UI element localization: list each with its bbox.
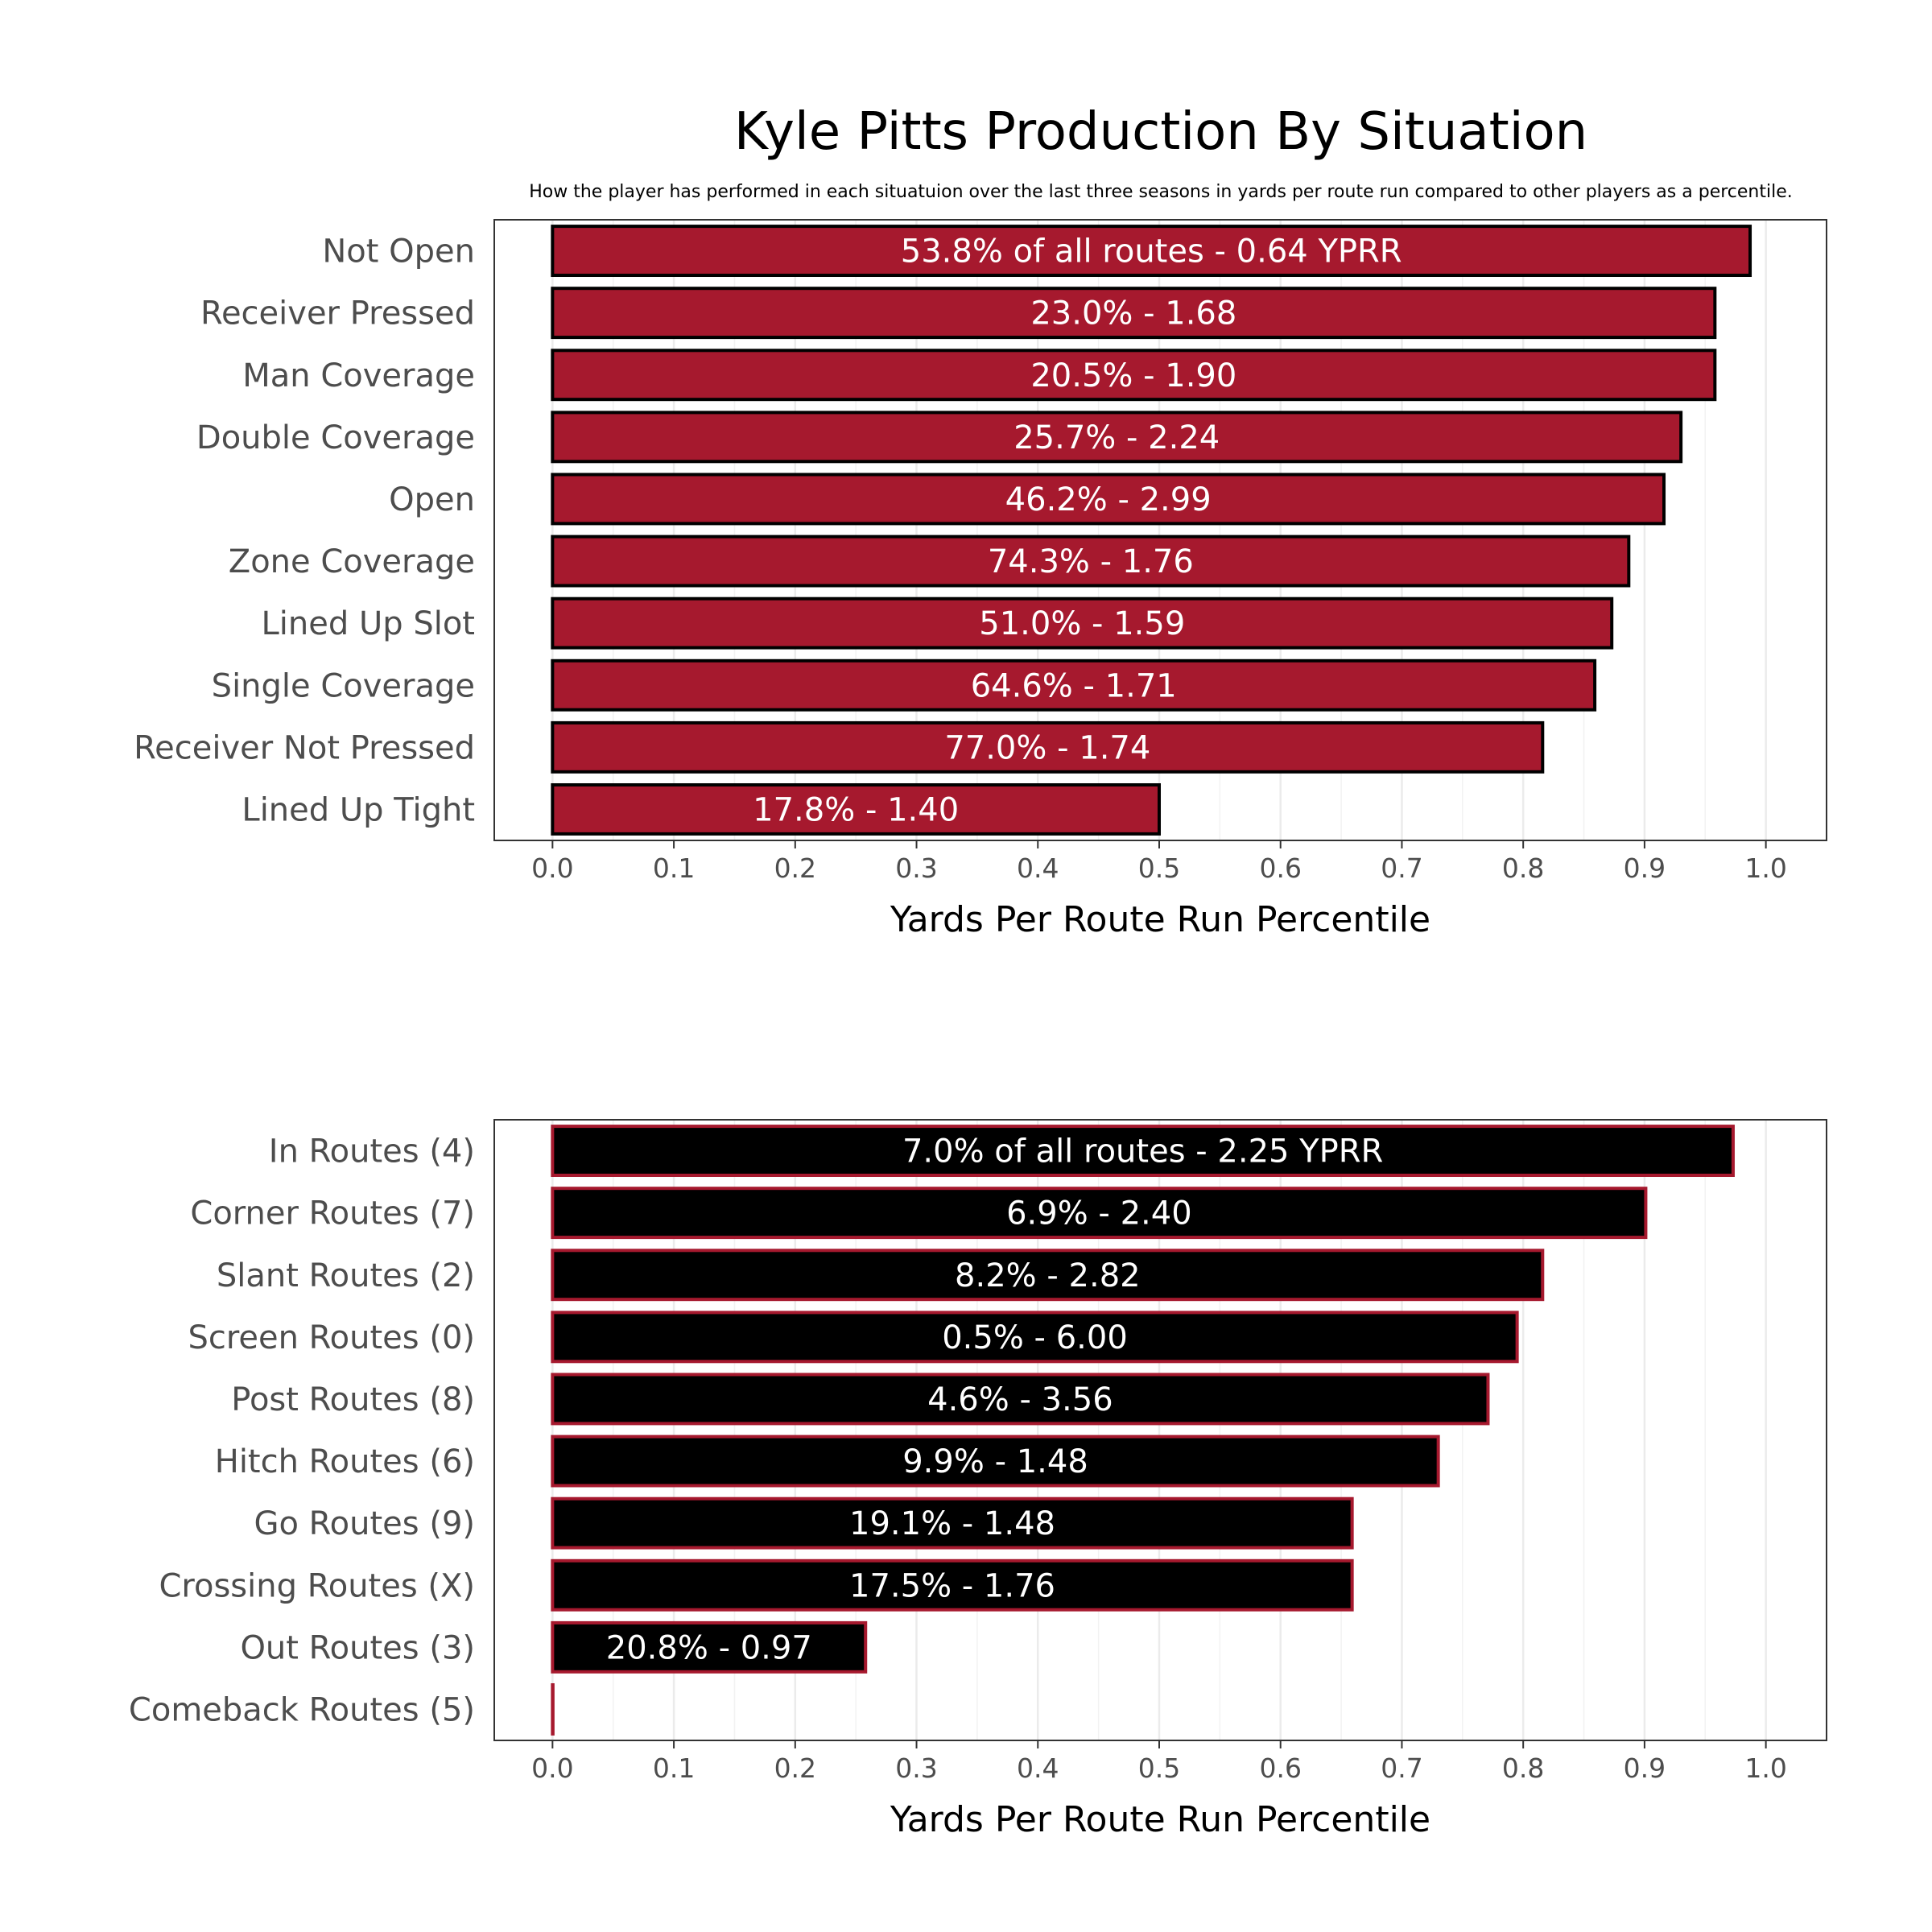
- bar-value-label: 4.6% - 3.56: [927, 1381, 1113, 1418]
- bar-value-label: 8.2% - 2.82: [955, 1257, 1141, 1294]
- bar: [551, 782, 1161, 836]
- bar: [551, 287, 1717, 340]
- bar-value-label: 17.8% - 1.40: [753, 791, 959, 828]
- bar: [551, 1435, 1440, 1488]
- x-tick-label: 0.5: [1138, 852, 1180, 884]
- bar: [551, 1187, 1648, 1240]
- bar-value-label: 23.0% - 1.68: [1030, 295, 1236, 332]
- x-tick-label: 0.1: [653, 1752, 695, 1784]
- category-label: Crossing Routes (X): [159, 1567, 476, 1604]
- category-label: Open: [389, 481, 475, 518]
- category-label: Man Coverage: [242, 357, 475, 394]
- category-label: Single Coverage: [212, 667, 475, 704]
- bar: [551, 1249, 1545, 1302]
- bar-value-label: 0.5% - 6.00: [942, 1319, 1128, 1356]
- x-tick-label: 0.9: [1624, 1752, 1666, 1784]
- category-label: Slant Routes (2): [217, 1257, 475, 1294]
- bar-value-label: 74.3% - 1.76: [988, 543, 1194, 580]
- category-label: Corner Routes (7): [190, 1195, 475, 1232]
- x-tick-label: 0.5: [1138, 1752, 1180, 1784]
- category-label: Lined Up Slot: [261, 605, 475, 642]
- bar: [551, 1125, 1735, 1178]
- bar: [551, 1373, 1490, 1426]
- x-tick-label: 0.9: [1624, 852, 1666, 884]
- bar-value-label: 17.5% - 1.76: [849, 1567, 1055, 1604]
- x-tick-label: 0.0: [531, 1752, 573, 1784]
- bar: [551, 1558, 1354, 1612]
- category-label: Post Routes (8): [231, 1381, 475, 1418]
- bar-value-label: 6.9% - 2.40: [1006, 1195, 1192, 1232]
- category-label: Double Coverage: [196, 419, 475, 456]
- bar-value-label: 7.0% of all routes - 2.25 YPRR: [902, 1133, 1383, 1170]
- chart-subtitle: How the player has performed in each sit…: [529, 182, 1793, 202]
- bar-value-label: 20.5% - 1.90: [1030, 357, 1236, 394]
- category-label: Screen Routes (0): [188, 1319, 475, 1356]
- bar-value-label: 25.7% - 2.24: [1013, 419, 1220, 456]
- bar-value-label: 53.8% of all routes - 0.64 YPRR: [901, 233, 1402, 270]
- x-tick-label: 0.8: [1502, 1752, 1544, 1784]
- x-tick-label: 0.3: [895, 1752, 937, 1784]
- category-label: Comeback Routes (5): [129, 1691, 475, 1728]
- category-label: Go Routes (9): [254, 1505, 475, 1542]
- chart-title: Kyle Pitts Production By Situation: [734, 102, 1587, 162]
- x-tick-label: 0.1: [653, 852, 695, 884]
- x-tick-label: 0.3: [895, 852, 937, 884]
- bar: [551, 658, 1597, 712]
- bar: [551, 225, 1752, 278]
- x-tick-label: 0.7: [1381, 852, 1422, 884]
- x-axis-title: Yards Per Route Run Percentile: [890, 1799, 1430, 1840]
- x-tick-label: 0.2: [774, 852, 816, 884]
- x-tick-label: 0.6: [1259, 852, 1301, 884]
- bar: [551, 1682, 555, 1736]
- bar: [551, 473, 1666, 526]
- bar: [551, 1496, 1354, 1550]
- situation-chart-panel: 53.8% of all routes - 0.64 YPRR Not Open 2…: [134, 219, 1827, 940]
- bar: [551, 349, 1717, 402]
- x-tick-label: 0.4: [1017, 852, 1059, 884]
- x-tick-label: 0.6: [1259, 1752, 1301, 1784]
- bar: [551, 720, 1545, 774]
- category-label: Zone Coverage: [229, 543, 475, 580]
- route-chart-panel: 7.0% of all routes - 2.25 YPRR In Routes …: [129, 1119, 1827, 1840]
- bar: [551, 1620, 868, 1674]
- category-label: Out Routes (3): [240, 1629, 475, 1666]
- bar-value-label: 19.1% - 1.48: [849, 1505, 1055, 1542]
- bar-value-label: 46.2% - 2.99: [1005, 481, 1212, 518]
- category-label: Not Open: [322, 233, 475, 270]
- bar-value-label: 77.0% - 1.74: [944, 729, 1150, 766]
- category-label: Hitch Routes (6): [215, 1443, 475, 1480]
- bar-value-label: 64.6% - 1.71: [971, 667, 1177, 704]
- bar-value-label: 20.8% - 0.97: [606, 1629, 812, 1666]
- x-tick-label: 0.0: [531, 852, 573, 884]
- category-label: Receiver Not Pressed: [134, 729, 475, 766]
- bar-value-label: 51.0% - 1.59: [979, 605, 1185, 642]
- x-tick-label: 0.7: [1381, 1752, 1422, 1784]
- x-tick-label: 0.8: [1502, 852, 1544, 884]
- x-tick-label: 1.0: [1744, 1752, 1786, 1784]
- x-tick-label: 0.4: [1017, 1752, 1059, 1784]
- x-tick-label: 1.0: [1744, 852, 1786, 884]
- x-tick-label: 0.2: [774, 1752, 816, 1784]
- category-label: Receiver Pressed: [200, 295, 475, 332]
- bar: [551, 535, 1631, 588]
- x-axis-title: Yards Per Route Run Percentile: [890, 899, 1430, 940]
- bar: [551, 411, 1683, 464]
- bar: [551, 1311, 1519, 1364]
- bar: [551, 597, 1614, 650]
- category-label: Lined Up Tight: [242, 791, 475, 828]
- category-label: In Routes (4): [269, 1133, 475, 1170]
- bar-value-label: 9.9% - 1.48: [902, 1443, 1088, 1480]
